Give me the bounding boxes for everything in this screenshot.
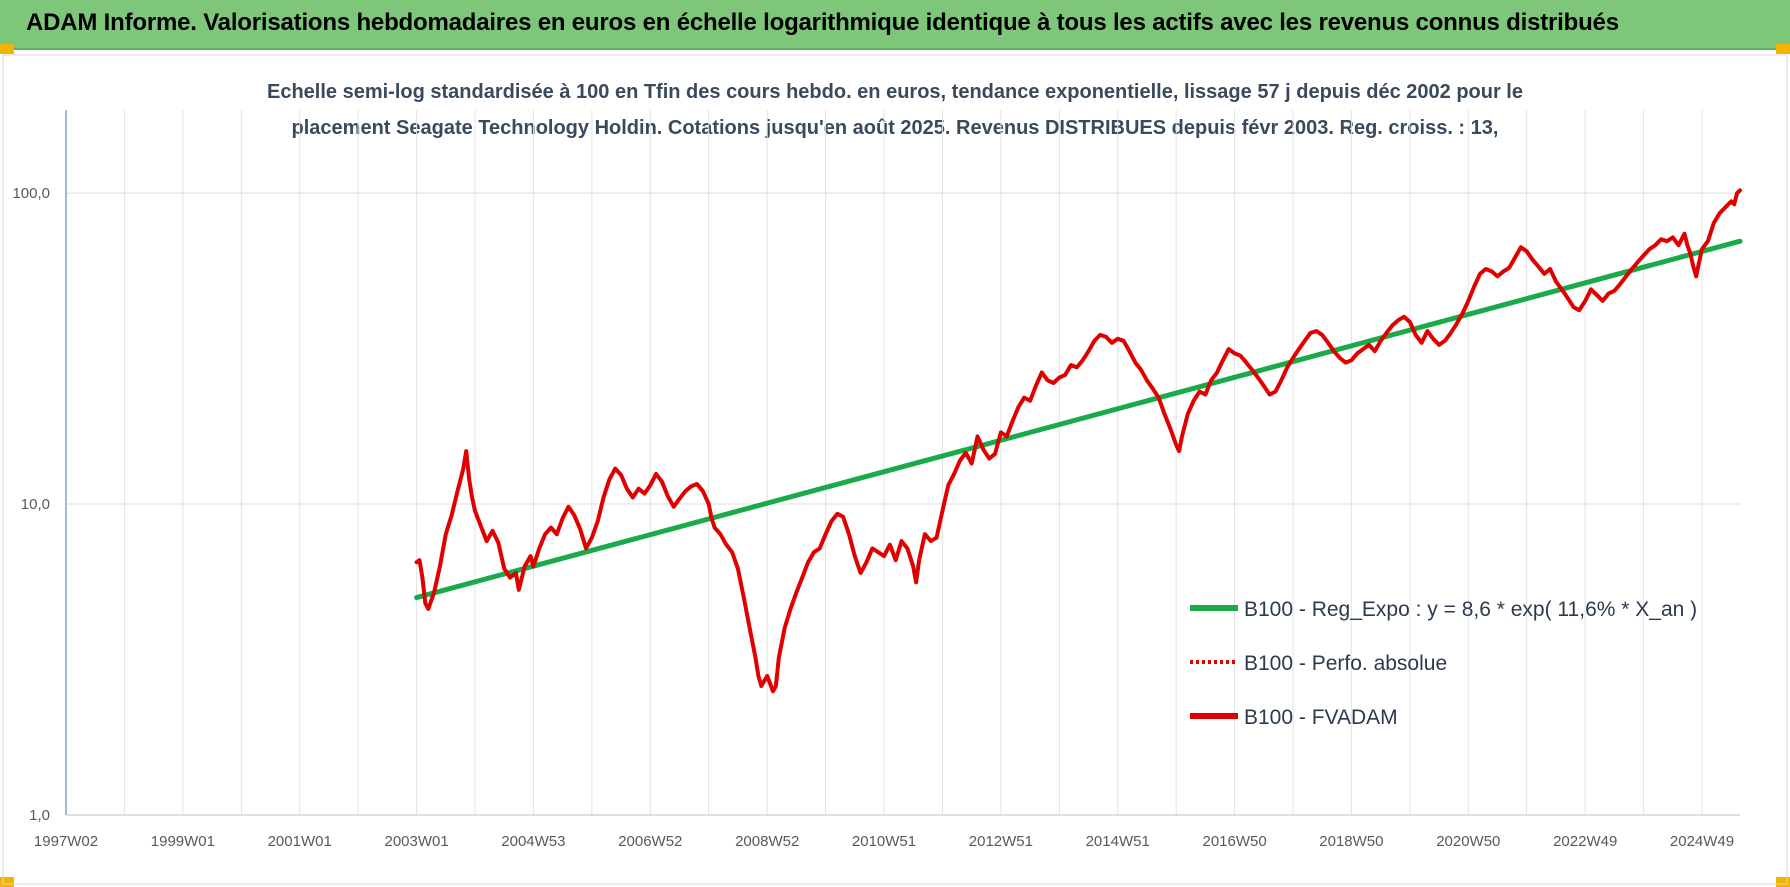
x-tick-label-10: 2016W50 [1202,833,1266,850]
horizontal-gridlines [66,192,1740,505]
header-banner: ADAM Informe. Valorisations hebdomadaire… [0,0,1790,50]
y-tick-labels: 1,0 10,0 100,0 [12,185,50,824]
y-tick-label-1: 10,0 [21,496,50,513]
x-tick-label-0: 1997W02 [34,833,98,850]
x-tick-labels: 1997W02 1999W01 2001W01 2003W01 2004W53 2006W… [34,833,1734,850]
legend-label-perfo-absolue: B100 - Perfo. absolue [1244,652,1447,675]
x-tick-label-2: 2001W01 [268,833,332,850]
legend-label-fvadam: B100 - FVADAM [1244,706,1398,729]
x-tick-label-5: 2006W52 [618,833,682,850]
y-tick-label-2: 100,0 [12,185,50,202]
series-line-0 [414,238,1743,601]
x-tick-label-14: 2024W49 [1670,833,1734,850]
series-layer [414,188,1743,694]
chart-title-line-2: placement Seagate Technology Holdin. Cot… [292,117,1499,139]
y-tick-label-0: 1,0 [29,807,50,824]
series-line-2 [414,188,1742,694]
corner-marker-bottom-left [0,877,14,887]
x-tick-label-3: 2003W01 [384,833,448,850]
corner-marker-top-right [1776,44,1790,54]
x-tick-label-1: 1999W01 [151,833,215,850]
x-tick-label-6: 2008W52 [735,833,799,850]
corner-marker-top-left [0,44,14,54]
vertical-gridlines [65,110,1703,815]
chart-title-line-1: Echelle semi-log standardisée à 100 en T… [267,81,1523,103]
chart-area-border [2,54,1788,885]
header-title: ADAM Informe. Valorisations hebdomadaire… [26,9,1619,36]
legend-label-reg-expo: B100 - Reg_Expo : y = 8,6 * exp( 11,6% *… [1244,598,1697,621]
x-tick-label-4: 2004W53 [501,833,565,850]
x-tick-label-8: 2012W51 [969,833,1033,850]
x-tick-label-11: 2018W50 [1319,833,1383,850]
x-tick-label-13: 2022W49 [1553,833,1617,850]
legend: B100 - Reg_Expo : y = 8,6 * exp( 11,6% *… [1190,598,1697,729]
corner-marker-bottom-right [1776,877,1790,887]
x-tick-label-9: 2014W51 [1086,833,1150,850]
x-tick-label-7: 2010W51 [852,833,916,850]
x-tick-label-12: 2020W50 [1436,833,1500,850]
